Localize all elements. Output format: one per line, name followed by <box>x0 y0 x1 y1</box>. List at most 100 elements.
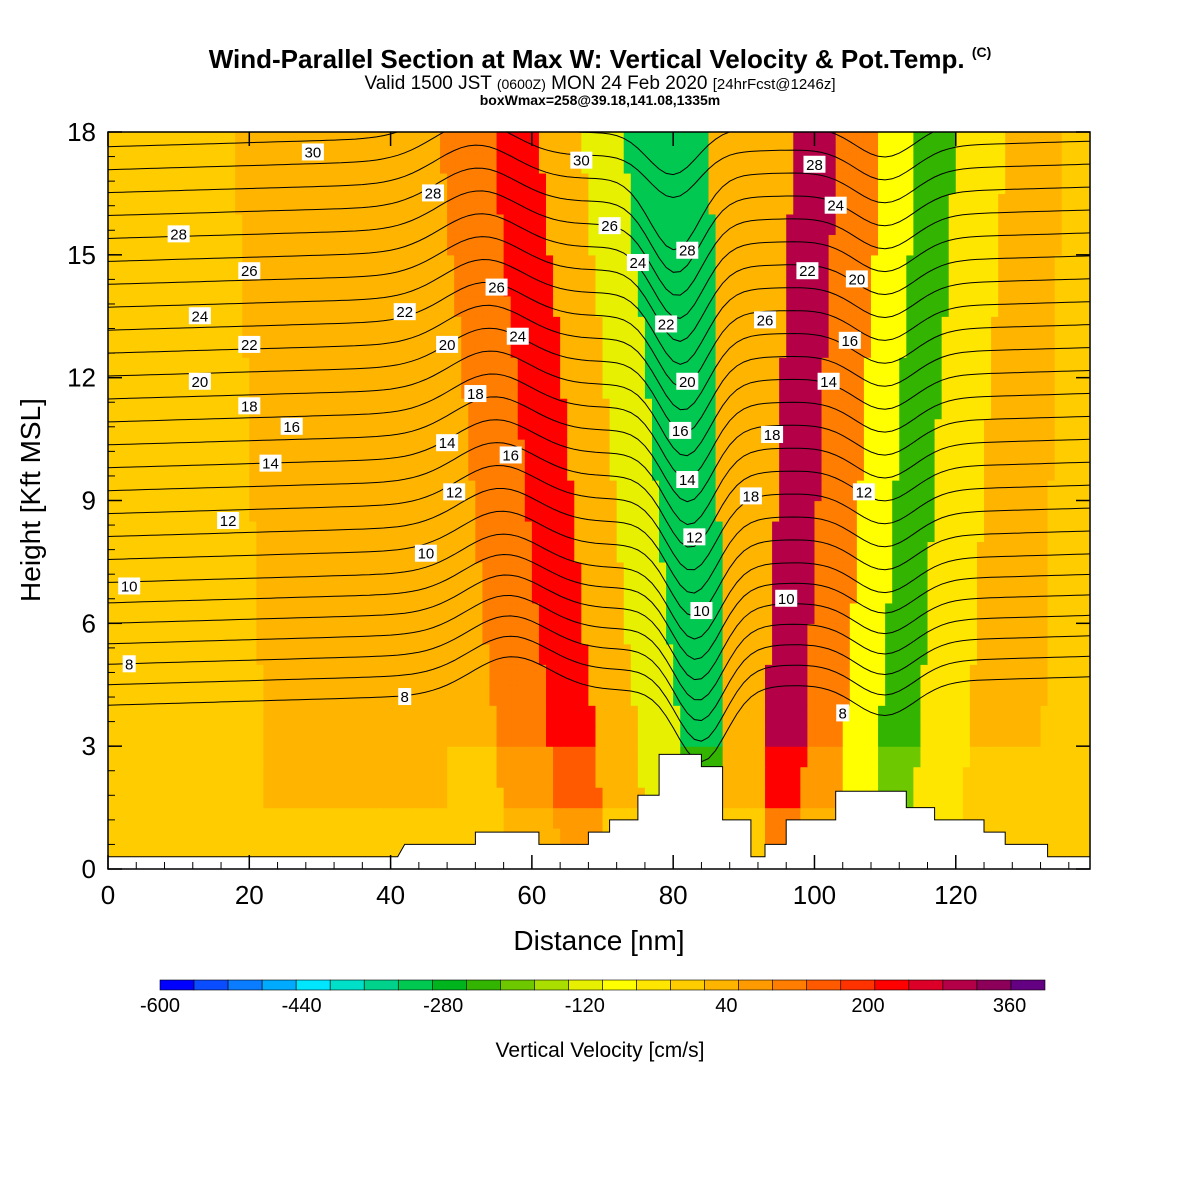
velocity-cell <box>1012 254 1020 276</box>
velocity-cell <box>108 725 116 747</box>
velocity-cell <box>228 766 236 788</box>
velocity-cell <box>411 520 420 543</box>
velocity-cell <box>164 377 173 399</box>
velocity-cell <box>934 500 943 522</box>
velocity-cell <box>383 746 392 768</box>
velocity-cell <box>355 582 363 604</box>
valid-date: MON 24 Feb 2020 <box>551 73 708 94</box>
velocity-cell <box>305 480 314 502</box>
velocity-cell <box>157 766 166 788</box>
velocity-cell <box>694 172 703 195</box>
velocity-cell <box>1047 418 1056 440</box>
velocity-cell <box>842 480 851 502</box>
velocity-cell <box>369 664 378 686</box>
velocity-cell <box>814 623 823 645</box>
velocity-cell <box>849 602 858 624</box>
velocity-cell <box>327 254 335 276</box>
velocity-cell <box>814 398 823 420</box>
velocity-cell <box>263 295 272 317</box>
velocity-cell <box>786 234 794 256</box>
velocity-cell <box>221 623 229 645</box>
velocity-cell <box>976 623 985 645</box>
velocity-cell <box>920 193 929 215</box>
velocity-cell <box>581 520 590 543</box>
velocity-cell <box>157 643 166 665</box>
velocity-cell <box>560 172 568 195</box>
velocity-cell <box>334 705 342 727</box>
velocity-cell <box>221 684 229 706</box>
velocity-cell <box>765 357 773 379</box>
velocity-cell <box>277 643 286 665</box>
velocity-cell <box>249 377 257 399</box>
velocity-cell <box>164 828 173 850</box>
velocity-cell <box>574 725 582 747</box>
velocity-cell <box>510 787 519 809</box>
velocity-cell <box>588 807 597 829</box>
velocity-cell <box>927 664 936 686</box>
velocity-cell <box>538 357 547 379</box>
velocity-cell <box>906 193 914 215</box>
velocity-cell <box>319 439 328 461</box>
velocity-cell <box>609 643 618 665</box>
velocity-cell <box>750 664 759 686</box>
velocity-cell <box>708 623 717 645</box>
velocity-cell <box>659 172 667 195</box>
velocity-cell <box>609 746 618 768</box>
velocity-cell <box>503 705 512 727</box>
velocity-cell <box>560 234 568 256</box>
velocity-cell <box>927 561 936 583</box>
velocity-cell <box>941 766 950 788</box>
velocity-cell <box>666 561 674 583</box>
velocity-cell <box>411 234 420 256</box>
velocity-cell <box>666 234 674 256</box>
velocity-cell <box>305 213 314 235</box>
velocity-cell <box>821 439 830 461</box>
velocity-cell <box>171 684 180 706</box>
velocity-cell <box>291 705 300 727</box>
velocity-cell <box>517 664 526 686</box>
velocity-cell <box>319 643 328 665</box>
velocity-cell <box>991 746 999 768</box>
velocity-cell <box>821 541 830 563</box>
velocity-cell <box>178 459 187 481</box>
velocity-cell <box>807 766 816 788</box>
velocity-cell <box>736 746 745 768</box>
velocity-cell <box>651 705 660 727</box>
velocity-cell <box>482 520 491 543</box>
velocity-cell <box>976 172 985 195</box>
velocity-cell <box>765 561 773 583</box>
velocity-cell <box>122 234 130 256</box>
velocity-cell <box>821 725 830 747</box>
velocity-cell <box>906 623 914 645</box>
velocity-cell <box>856 582 865 604</box>
velocity-cell <box>666 439 674 461</box>
velocity-cell <box>355 336 363 358</box>
velocity-cell <box>991 295 999 317</box>
velocity-cell <box>312 664 321 686</box>
velocity-cell <box>708 234 717 256</box>
velocity-cell <box>913 377 922 399</box>
velocity-cell <box>341 336 349 358</box>
velocity-cell <box>630 132 639 154</box>
velocity-cell <box>418 807 427 829</box>
velocity-cell <box>934 336 943 358</box>
velocity-cell <box>362 152 370 174</box>
velocity-cell <box>235 439 243 461</box>
velocity-cell <box>143 439 151 461</box>
velocity-cell <box>849 541 858 563</box>
velocity-cell <box>213 459 222 481</box>
velocity-cell <box>355 398 363 420</box>
velocity-cell <box>567 561 575 583</box>
velocity-cell <box>757 602 766 624</box>
velocity-cell <box>440 275 448 297</box>
velocity-cell <box>793 520 801 543</box>
velocity-cell <box>270 684 279 706</box>
velocity-cell <box>503 172 512 195</box>
velocity-cell <box>171 398 180 420</box>
velocity-cell <box>355 213 363 235</box>
velocity-cell <box>425 807 434 829</box>
velocity-cell <box>736 541 745 563</box>
velocity-cell <box>807 132 816 154</box>
velocity-cell <box>807 439 816 461</box>
velocity-cell <box>772 561 780 583</box>
